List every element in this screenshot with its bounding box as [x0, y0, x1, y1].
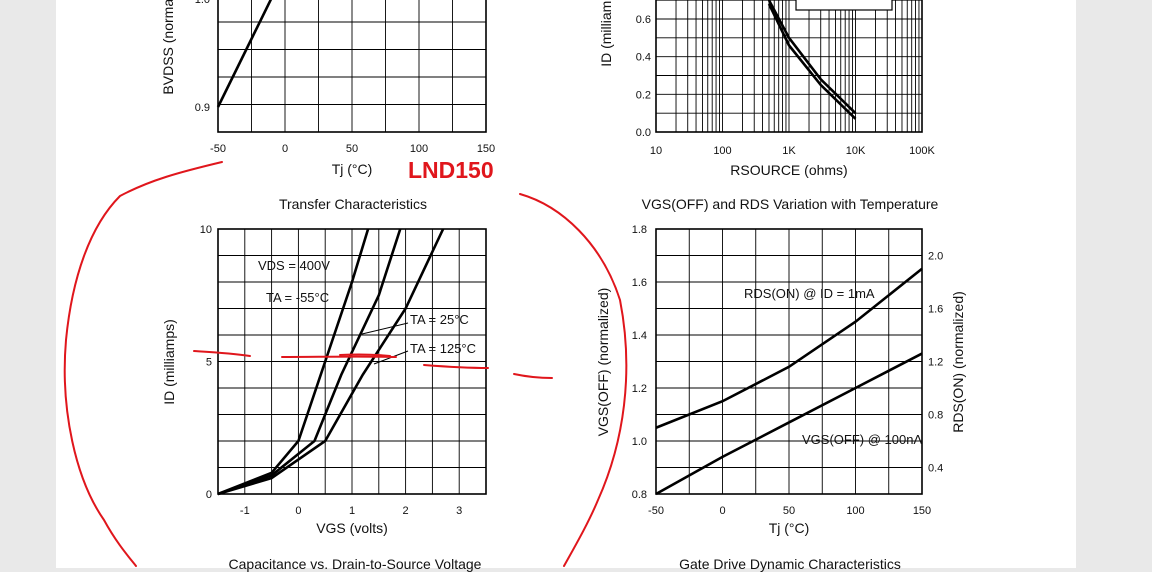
y2-tick-label-vgsoff: 2.0	[928, 251, 943, 263]
handwritten-part-number: LND150	[408, 157, 494, 184]
x-axis-label-bvdss: Tj (°C)	[332, 161, 373, 177]
x-axis-label-vgsoff: Tj (°C)	[769, 520, 810, 536]
y2-tick-label-vgsoff: 0.8	[928, 410, 943, 422]
x-tick-label-vgsoff: -50	[648, 505, 664, 517]
x-axis-label-transfer: VGS (volts)	[316, 520, 388, 536]
x-tick-label-transfer: 2	[403, 505, 409, 517]
red-underline-5ma	[194, 351, 250, 356]
chart-title-vgsoff: VGS(OFF) and RDS Variation with Temperat…	[620, 196, 960, 212]
y-axis-label-rsource: ID (milliamps)	[598, 0, 614, 67]
x-tick-label-vgsoff: 50	[783, 505, 795, 517]
line-bvdss	[218, 0, 325, 107]
y2-axis-label-vgsoff: RDS(ON) (normalized)	[950, 291, 966, 433]
y-tick-label-transfer: 0	[206, 489, 212, 501]
annotation-vgsoff: VGS(OFF) @ 100nA	[802, 432, 922, 447]
y-tick-label-transfer: 10	[200, 224, 212, 236]
caption-capacitance: Capacitance vs. Drain-to-Source Voltage	[200, 556, 510, 572]
x-axis-label-rsource: RSOURCE (ohms)	[730, 162, 847, 178]
y-tick-label-vgsoff: 1.6	[632, 277, 647, 289]
y-axis-label-bvdss: BVDSS (normalized)	[160, 0, 176, 95]
annotation-ta-cold: TA = -55°C	[266, 290, 329, 305]
x-tick-label-bvdss: 0	[282, 143, 288, 155]
y-tick-label-rsource: 0.0	[636, 127, 651, 139]
x-tick-label-bvdss: 50	[346, 143, 358, 155]
y-tick-label-rsource: 0.2	[636, 89, 651, 101]
y2-tick-label-vgsoff: 1.6	[928, 304, 943, 316]
x-tick-label-transfer: -1	[240, 505, 250, 517]
y-tick-label-bvdss: 1.0	[195, 0, 210, 6]
chart-title-transfer: Transfer Characteristics	[218, 196, 488, 212]
x-tick-label-bvdss: 100	[410, 143, 428, 155]
x-tick-label-rsource: 100	[713, 145, 731, 157]
caption-gate-drive: Gate Drive Dynamic Characteristics	[640, 556, 940, 572]
y-tick-label-rsource: 0.6	[636, 14, 651, 26]
y-tick-label-vgsoff: 1.8	[632, 224, 647, 236]
red-underline-5ma	[424, 365, 488, 368]
y-tick-label-transfer: 5	[206, 357, 212, 369]
x-tick-label-rsource: 100K	[909, 145, 935, 157]
x-tick-label-vgsoff: 0	[719, 505, 725, 517]
y2-tick-label-vgsoff: 0.4	[928, 463, 943, 475]
y-axis-label-vgsoff: VGS(OFF) (normalized)	[595, 288, 611, 437]
y-tick-label-vgsoff: 1.4	[632, 330, 647, 342]
y-axis-label-transfer: ID (milliamps)	[161, 319, 177, 405]
x-tick-label-transfer: 0	[295, 505, 301, 517]
x-tick-label-vgsoff: 150	[913, 505, 931, 517]
y-tick-label-vgsoff: 1.2	[632, 383, 647, 395]
x-tick-label-rsource: 10K	[846, 145, 866, 157]
x-tick-label-bvdss: -50	[210, 143, 226, 155]
x-tick-label-rsource: 1K	[782, 145, 796, 157]
annotation-vds: VDS = 400V	[258, 258, 330, 273]
red-underline-5ma	[514, 374, 552, 378]
y-tick-label-vgsoff: 1.0	[632, 436, 647, 448]
y-tick-label-bvdss: 0.9	[195, 102, 210, 114]
annotation-ta-room: TA = 25°C	[410, 312, 469, 327]
x-tick-label-transfer: 1	[349, 505, 355, 517]
red-ellipse-stroke	[65, 162, 222, 566]
x-tick-label-rsource: 10	[650, 145, 662, 157]
x-tick-label-transfer: 3	[456, 505, 462, 517]
y-tick-label-vgsoff: 0.8	[632, 489, 647, 501]
x-tick-label-vgsoff: 100	[846, 505, 864, 517]
y-tick-label-rsource: 0.4	[636, 52, 651, 64]
legend-box-rsource	[796, 0, 892, 10]
annotation-rds: RDS(ON) @ ID = 1mA	[744, 286, 875, 301]
annotation-ta-hot: TA = 125°C	[410, 341, 476, 356]
leader-line-25c	[362, 323, 408, 334]
x-tick-label-bvdss: 150	[477, 143, 495, 155]
y2-tick-label-vgsoff: 1.2	[928, 357, 943, 369]
